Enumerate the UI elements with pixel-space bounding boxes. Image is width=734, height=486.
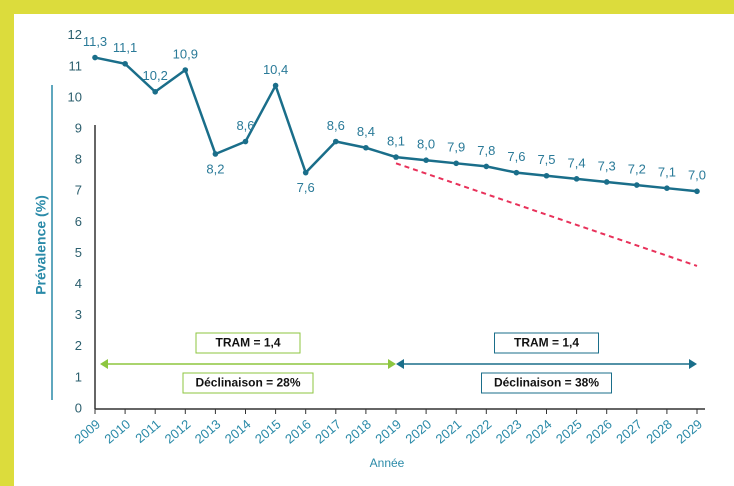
value-label: 7,6	[297, 180, 315, 195]
point	[543, 172, 550, 179]
point	[152, 88, 158, 95]
annotations: TRAM = 1,4 Déclinaison = 28% TRAM = 1,4 Déc…	[100, 332, 697, 394]
tram-label: TRAM = 1,4	[514, 336, 579, 350]
value-label: 7,5	[537, 152, 555, 167]
point	[634, 182, 640, 188]
y-tick-label: 2	[75, 338, 82, 353]
point	[302, 169, 309, 176]
y-tick-label: 4	[75, 276, 82, 291]
arrow-head	[100, 359, 108, 369]
value-label: 7,0	[688, 168, 706, 183]
arrow-head	[689, 359, 697, 369]
value-label: 7,9	[447, 140, 465, 155]
value-label: 8,0	[417, 137, 435, 152]
value-label: 8,6	[327, 118, 345, 133]
y-tick-label: 10	[68, 89, 82, 104]
value-label: 7,2	[628, 162, 646, 177]
y-tick-label: 3	[75, 307, 82, 322]
x-axis-label: Année	[370, 456, 405, 470]
point	[272, 82, 279, 89]
point	[664, 185, 670, 191]
value-label: 10,9	[173, 46, 198, 61]
y-axis-label: Prévalence (%)	[33, 195, 49, 295]
decline-label: Déclinaison = 28%	[195, 376, 300, 390]
point	[513, 169, 520, 176]
y-tick-label: 0	[75, 400, 82, 415]
point	[242, 138, 249, 145]
point	[573, 176, 580, 182]
value-label: 8,4	[357, 124, 375, 139]
background	[14, 14, 734, 486]
y-tick-label: 12	[68, 27, 82, 42]
y-tick-label: 6	[75, 214, 82, 229]
point	[453, 160, 460, 167]
arrow-head	[396, 359, 404, 369]
tram-box	[195, 332, 301, 354]
value-label: 7,3	[598, 158, 616, 173]
value-label: 7,8	[477, 143, 495, 158]
y-tick-label: 5	[75, 245, 82, 260]
arrow-head	[388, 359, 396, 369]
y-tick-label: 7	[75, 183, 82, 198]
point	[182, 67, 189, 73]
point	[603, 179, 610, 185]
value-label: 7,4	[568, 155, 586, 170]
point	[423, 157, 429, 163]
value-label: 8,1	[387, 134, 405, 149]
point	[212, 151, 219, 157]
point	[333, 138, 339, 145]
y-tick-label: 1	[75, 369, 82, 384]
value-label: 11,3	[83, 34, 107, 49]
y-tick-label: 8	[75, 152, 82, 167]
value-label: 8,2	[206, 161, 224, 176]
tram-label: TRAM = 1,4	[215, 336, 280, 350]
point	[483, 163, 490, 170]
decline-box	[481, 372, 612, 394]
value-label: 7,1	[658, 165, 676, 180]
decline-label: Déclinaison = 38%	[494, 376, 599, 390]
value-label: 8,6	[236, 118, 254, 133]
value-label: 10,2	[143, 68, 168, 83]
tram-box	[494, 332, 599, 354]
value-label: 7,6	[507, 149, 525, 164]
point	[363, 144, 369, 151]
point	[92, 54, 98, 61]
point	[694, 188, 700, 195]
point	[393, 154, 399, 160]
y-tick-label: 11	[69, 58, 83, 73]
value-label: 11,1	[113, 40, 137, 55]
y-tick-label: 9	[75, 121, 82, 136]
point	[122, 60, 128, 67]
decline-box	[182, 372, 314, 394]
value-label: 10,4	[263, 62, 288, 77]
series-line	[395, 162, 698, 267]
